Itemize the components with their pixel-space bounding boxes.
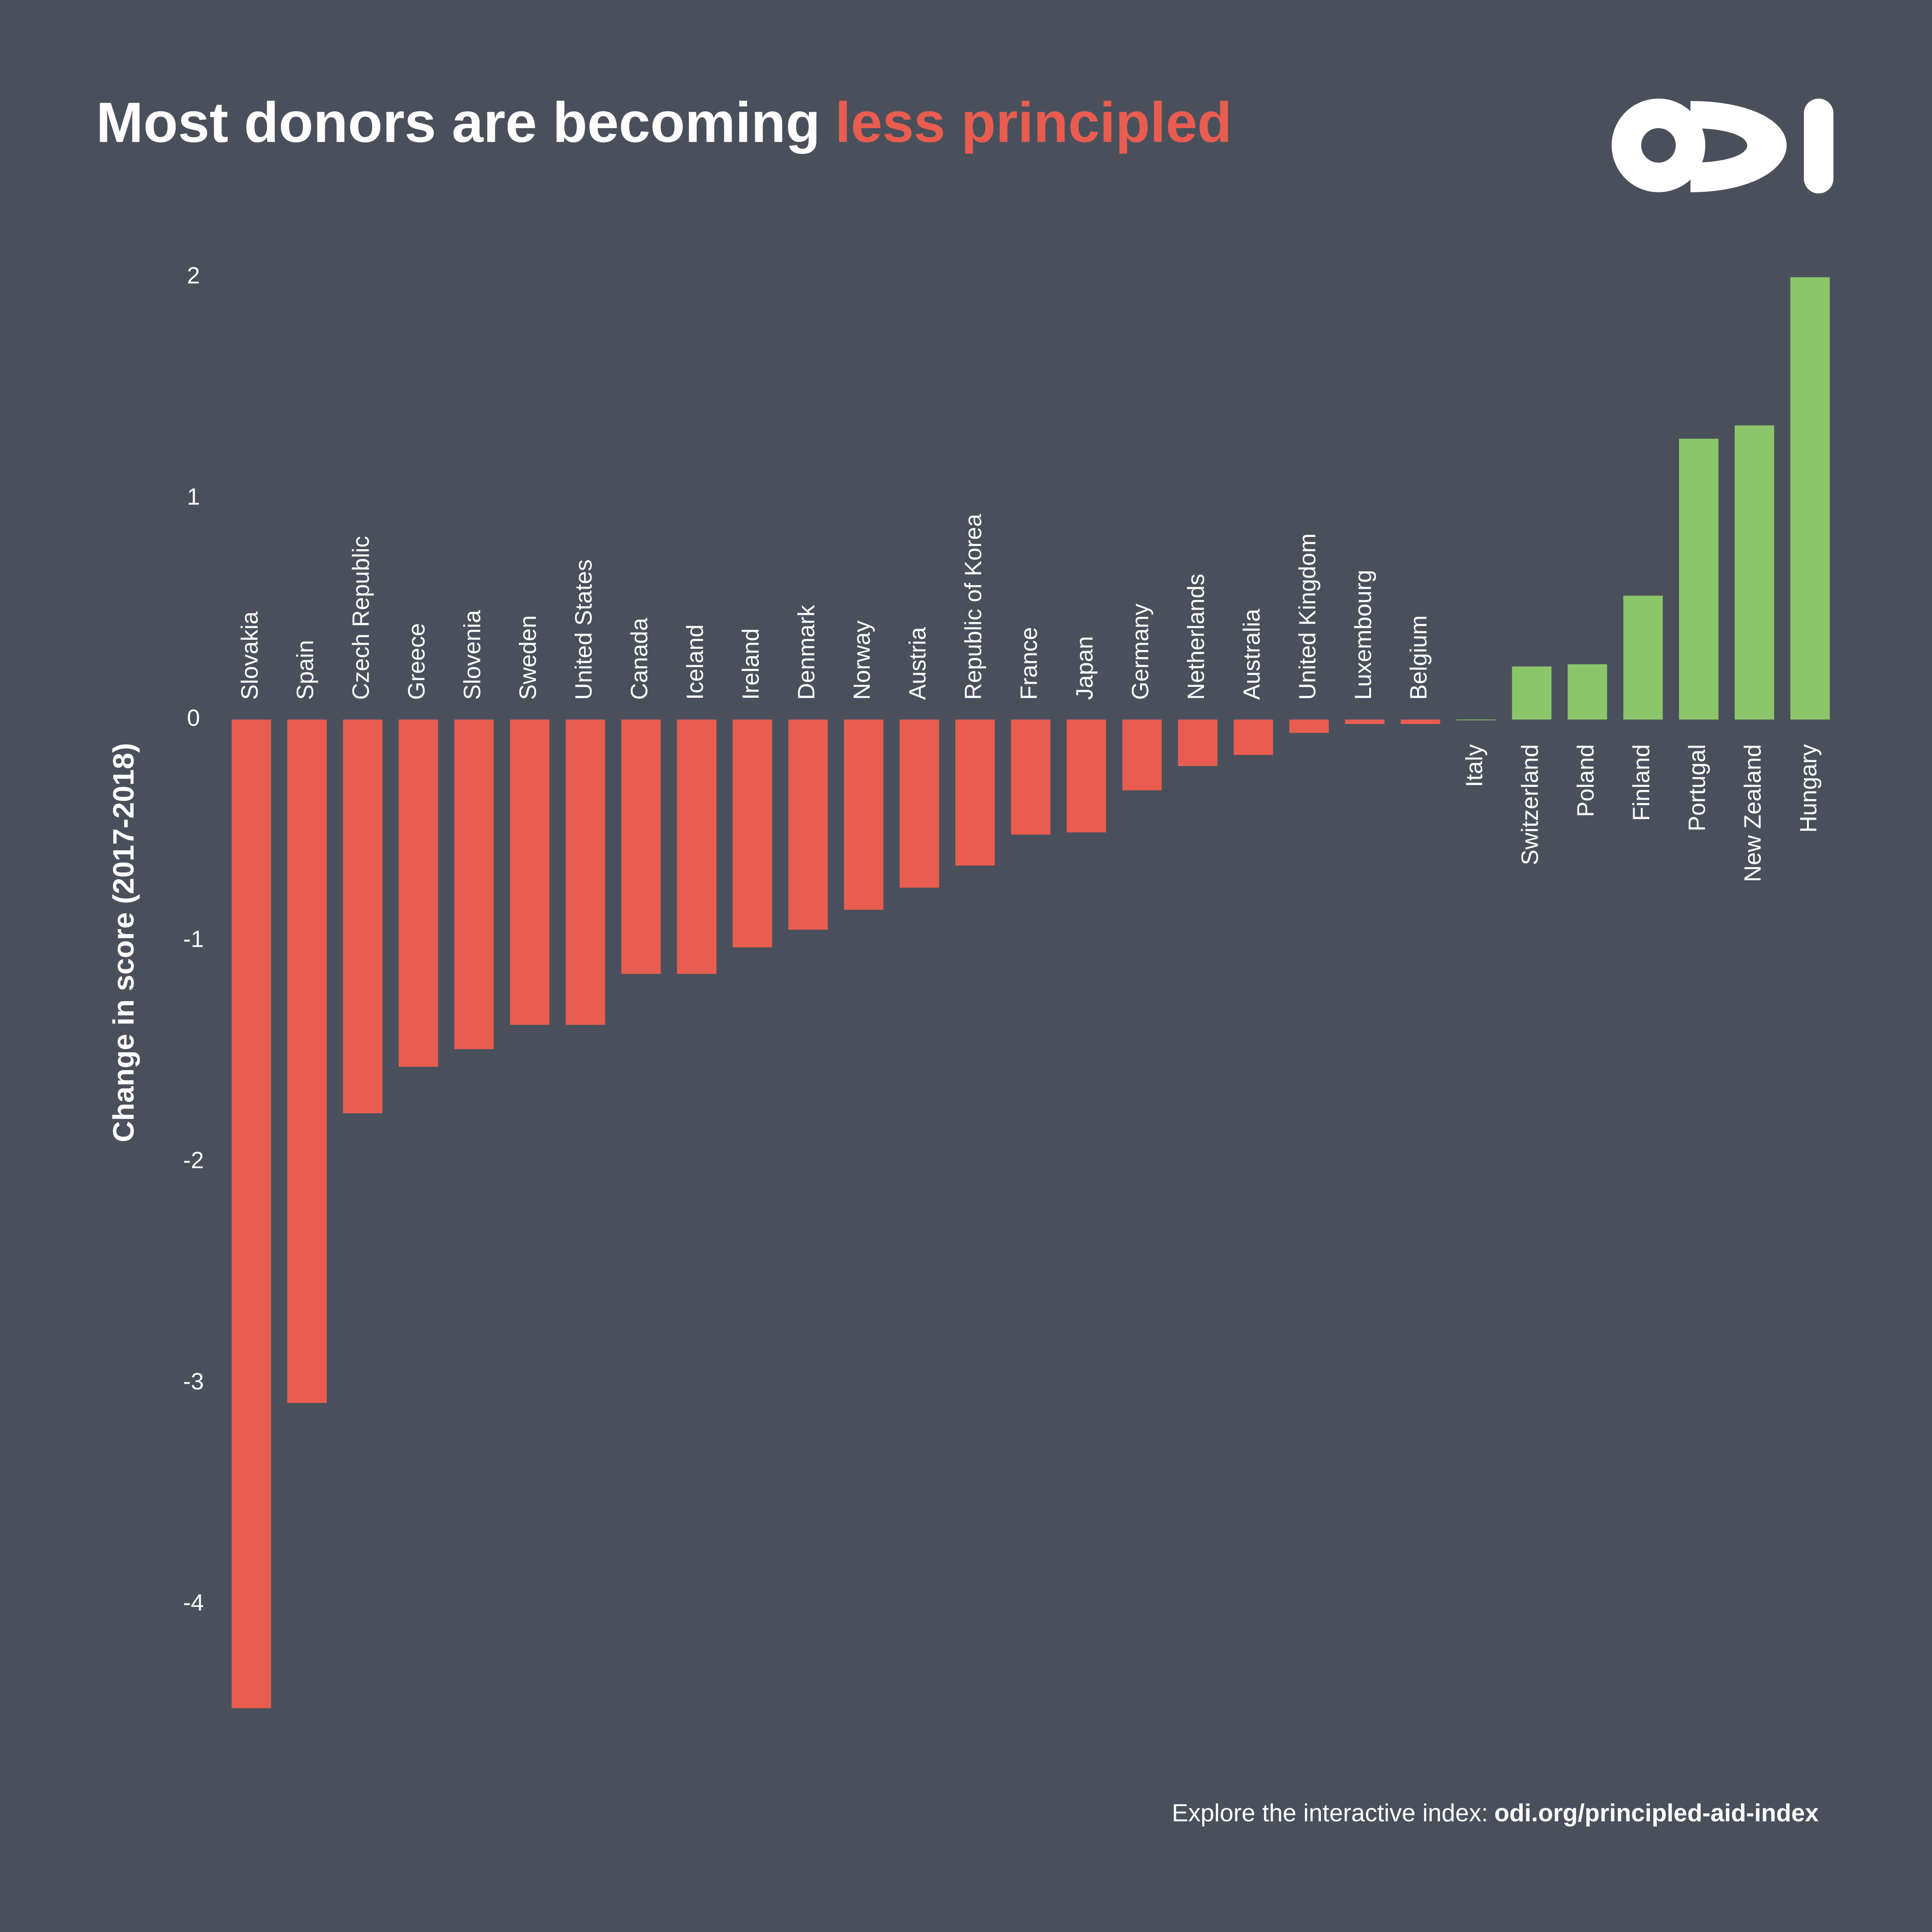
logo-o [1611, 98, 1706, 192]
chart-title: Most donors are becoming less principled [96, 91, 1232, 154]
bar [454, 719, 494, 1050]
bar [1512, 666, 1552, 720]
bar [510, 719, 550, 1025]
y-tick-label: 0 [187, 705, 200, 731]
x-tick-label: Ireland [737, 628, 763, 700]
y-axis-label: Change in score (2017-2018) [107, 743, 140, 1142]
x-tick-label: Republic of Korea [960, 514, 986, 700]
x-tick-label: United States [570, 559, 596, 700]
logo-d [1690, 101, 1787, 192]
x-tick-label: Denmark [793, 605, 819, 700]
x-tick-label: Austria [904, 627, 930, 700]
x-tick-label: Belgium [1405, 615, 1432, 700]
x-tick-label: Slovenia [459, 610, 485, 700]
x-tick-label: Slovakia [236, 611, 263, 700]
bar [844, 719, 884, 910]
x-tick-label: Switzerland [1517, 744, 1543, 865]
bar [899, 719, 940, 888]
bar [1066, 719, 1106, 833]
bar [1790, 277, 1830, 720]
x-tick-label: Portugal [1683, 744, 1710, 832]
y-tick-label: -1 [183, 925, 204, 952]
bar [1679, 438, 1719, 720]
x-tick-label: Poland [1572, 744, 1599, 817]
bar [1456, 719, 1496, 720]
x-tick-label: Netherlands [1183, 574, 1209, 700]
title-main: Most donors are becoming [96, 91, 820, 154]
x-tick-label: Spain [292, 640, 318, 700]
x-tick-label: Norway [849, 620, 875, 700]
bar [1623, 595, 1663, 720]
bar [955, 719, 995, 866]
bar [566, 719, 605, 1025]
x-tick-label: Japan [1071, 636, 1098, 700]
x-tick-label: United Kingdom [1294, 533, 1320, 700]
footer-link: odi.org/principled-aid-index [1494, 1799, 1818, 1827]
footer-text: Explore the interactive index: [1172, 1799, 1488, 1827]
x-tick-label: Australia [1238, 609, 1265, 700]
bar [677, 719, 717, 974]
x-tick-label: France [1016, 627, 1042, 700]
bar [398, 719, 438, 1067]
bar [1122, 719, 1162, 791]
bar [1289, 719, 1329, 733]
bar [621, 719, 661, 974]
x-tick-label: New Zealand [1739, 744, 1765, 882]
y-tick-label: -3 [183, 1368, 204, 1394]
x-tick-label: Hungary [1795, 744, 1821, 833]
bar [1400, 719, 1440, 724]
y-tick-label: 1 [187, 483, 200, 509]
bar [1345, 719, 1385, 724]
y-tick-label: -4 [183, 1589, 204, 1616]
x-tick-label: Iceland [681, 624, 708, 700]
x-tick-label: Czech Republic [348, 536, 374, 700]
bar [1568, 664, 1607, 720]
bar [1735, 425, 1774, 720]
x-tick-label: Luxembourg [1350, 570, 1376, 700]
bar [1011, 719, 1050, 835]
x-tick-label: Greece [403, 623, 430, 700]
bar [343, 719, 383, 1113]
bar [287, 719, 327, 1403]
logo-i [1803, 98, 1834, 194]
x-tick-label: Finland [1628, 744, 1654, 821]
logo [1611, 98, 1834, 194]
title-highlight: less principled [835, 91, 1232, 154]
bar [788, 719, 828, 930]
x-tick-label: Italy [1461, 744, 1487, 787]
y-tick-label: -2 [183, 1147, 204, 1173]
x-tick-label: Germany [1127, 604, 1153, 700]
bar [1233, 719, 1273, 755]
x-tick-label: Sweden [515, 615, 541, 700]
x-tick-label: Canada [626, 618, 652, 700]
y-tick-label: 2 [187, 262, 200, 288]
bar [733, 719, 772, 948]
bar [231, 719, 271, 1708]
bar [1178, 719, 1218, 766]
footer: Explore the interactive index: odi.org/pr… [1172, 1799, 1819, 1827]
